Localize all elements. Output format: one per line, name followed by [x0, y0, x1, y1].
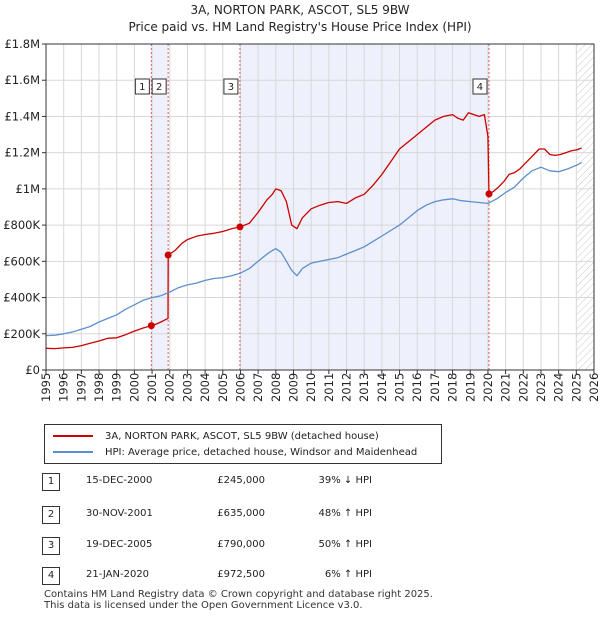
- forecast-hatch-region: [576, 44, 594, 370]
- sale-point: [164, 251, 172, 259]
- sale-hpi-diff: 48% ↑ HPI: [318, 508, 372, 519]
- y-tick-label: £1.8M: [4, 37, 40, 51]
- shaded-ownership-region: [151, 44, 169, 370]
- chart-subtitle: Price paid vs. HM Land Registry's House …: [128, 20, 471, 34]
- x-tick-label: 2025: [569, 373, 583, 402]
- y-tick-label: £1M: [15, 182, 40, 196]
- sale-price: £972,500: [217, 569, 265, 580]
- sale-hpi-diff: 50% ↑ HPI: [318, 539, 372, 550]
- x-tick-label: 2014: [375, 373, 389, 402]
- chart-title: 3A, NORTON PARK, ASCOT, SL5 9BW: [190, 3, 409, 17]
- y-tick-label: £1.4M: [4, 109, 40, 123]
- x-tick-label: 2013: [357, 373, 371, 402]
- sale-label: 4: [477, 82, 483, 93]
- table-row: 4 21-JAN-2020 £972,500 6% ↑ HPI: [0, 567, 600, 587]
- legend-swatch-property: [53, 435, 93, 437]
- x-tick-label: 2001: [145, 373, 159, 402]
- sale-label-box: [134, 78, 150, 95]
- sale-number-badge: 3: [42, 537, 60, 555]
- x-tick-label: 2005: [216, 373, 230, 402]
- x-tick-label: 2007: [251, 373, 265, 402]
- x-tick-label: 1997: [74, 373, 88, 402]
- sale-point: [147, 322, 155, 330]
- x-tick-label: 2019: [463, 373, 477, 402]
- sale-date: 19-DEC-2005: [86, 539, 153, 550]
- x-tick-label: 2012: [340, 373, 354, 402]
- x-tick-label: 1999: [110, 373, 124, 402]
- x-tick-label: 1996: [57, 373, 71, 402]
- plot-border: [45, 43, 595, 371]
- x-tick-label: 2000: [127, 373, 141, 402]
- footer-line-copyright: Contains HM Land Registry data © Crown c…: [44, 589, 433, 600]
- x-tick-label: 2022: [516, 373, 530, 402]
- legend-swatch-hpi: [53, 451, 93, 453]
- sale-price: £635,000: [217, 508, 265, 519]
- axes: £0 £200K £400K £600K £800K £1M £1.2M £1.4M £1.6M…: [3, 37, 600, 402]
- x-tick-label: 2004: [198, 373, 212, 402]
- x-tick-label: 2024: [552, 373, 566, 402]
- sale-label: 2: [156, 82, 162, 93]
- x-tick-label: 2003: [180, 373, 194, 402]
- x-tick-label: 2018: [446, 373, 460, 402]
- table-row: 1 15-DEC-2000 £245,000 39% ↓ HPI: [0, 473, 600, 493]
- table-row: 2 30-NOV-2001 £635,000 48% ↑ HPI: [0, 506, 600, 526]
- sale-label-box: [151, 78, 167, 95]
- x-tick-label: 2011: [322, 373, 336, 402]
- y-tick-label: £0: [25, 363, 40, 377]
- y-tick-label: £1.2M: [4, 146, 40, 160]
- sale-number-badge: 2: [42, 506, 60, 524]
- x-tick-label: 2002: [163, 373, 177, 402]
- series-lines: [45, 112, 582, 350]
- legend-item-hpi: HPI: Average price, detached house, Wind…: [53, 444, 417, 460]
- y-tick-label: £400K: [3, 291, 40, 305]
- y-tick-label: £800K: [3, 218, 40, 232]
- x-tick-label: 2021: [499, 373, 513, 402]
- sale-label: 3: [228, 82, 234, 93]
- sale-price: £790,000: [217, 539, 265, 550]
- x-tick-label: 2017: [428, 373, 442, 402]
- property-series-line: [45, 112, 582, 350]
- x-tick-label: 2026: [587, 373, 600, 402]
- sale-number-badge: 1: [42, 473, 60, 491]
- y-tick-label: £200K: [3, 327, 40, 341]
- legend-label-property: 3A, NORTON PARK, ASCOT, SL5 9BW (detache…: [105, 430, 379, 442]
- x-tick-label: 2020: [481, 373, 495, 402]
- sale-date: 30-NOV-2001: [86, 508, 153, 519]
- sale-hpi-diff: 39% ↓ HPI: [318, 475, 372, 486]
- sale-date: 21-JAN-2020: [86, 569, 150, 580]
- x-tick-label: 2015: [393, 373, 407, 402]
- x-tick-label: 2023: [534, 373, 548, 402]
- x-tick-label: 1998: [92, 373, 106, 402]
- legend-label-hpi: HPI: Average price, detached house, Wind…: [105, 446, 418, 458]
- sale-label-box: [472, 78, 488, 95]
- x-tick-label: 2009: [286, 373, 300, 402]
- legend-item-property: 3A, NORTON PARK, ASCOT, SL5 9BW (detache…: [53, 428, 379, 444]
- sale-label-box: [223, 78, 239, 95]
- sale-price: £245,000: [217, 475, 265, 486]
- y-tick-label: £1.6M: [4, 73, 40, 87]
- x-tick-label: 2010: [304, 373, 318, 402]
- legend: 3A, NORTON PARK, ASCOT, SL5 9BW (detache…: [44, 424, 442, 464]
- x-tick-label: 2006: [233, 373, 247, 402]
- sale-date: 15-DEC-2000: [86, 475, 153, 486]
- footer-line-licence: This data is licensed under the Open Gov…: [44, 600, 363, 611]
- hpi-series-line: [45, 162, 582, 337]
- sale-label: 1: [139, 82, 145, 93]
- sale-point: [485, 190, 493, 198]
- sale-point: [236, 223, 244, 231]
- y-tick-label: £600K: [3, 254, 40, 268]
- x-tick-label: 1995: [39, 373, 53, 402]
- footer-attribution: Contains HM Land Registry data © Crown c…: [44, 589, 433, 611]
- x-tick-label: 2016: [410, 373, 424, 402]
- table-row: 3 19-DEC-2005 £790,000 50% ↑ HPI: [0, 537, 600, 557]
- sale-hpi-diff: 6% ↑ HPI: [324, 569, 372, 580]
- price-chart: 3A, NORTON PARK, ASCOT, SL5 9BW Price pa…: [3, 3, 600, 402]
- plot-background: [46, 44, 594, 370]
- x-tick-label: 2008: [269, 373, 283, 402]
- sale-number-badge: 4: [42, 567, 60, 585]
